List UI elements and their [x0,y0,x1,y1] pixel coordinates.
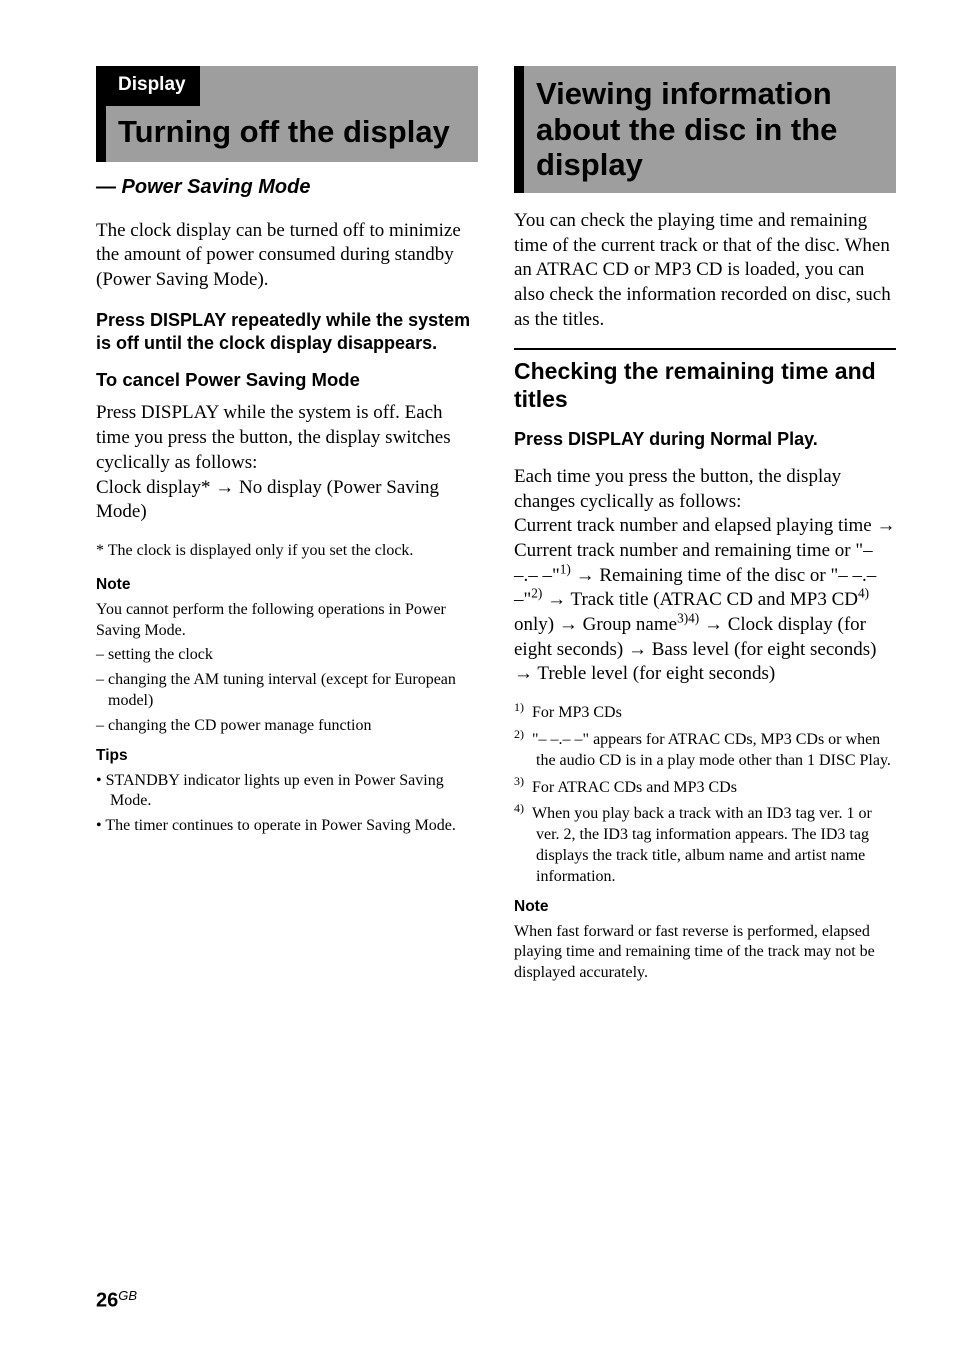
section-tab-row: Display [96,66,478,106]
note-item: – changing the CD power manage function [96,716,478,737]
left-step: Press DISPLAY repeatedly while the syste… [96,309,478,356]
section-tab: Display [96,66,200,106]
right-title-row: Viewing information about the disc in th… [514,66,896,193]
left-heading-block: Display Turning off the display [96,66,478,162]
footnote-text: For ATRAC CDs and MP3 CDs [532,779,737,796]
seq-text: Bass level (for eight seconds) [647,639,877,660]
arrow-icon: → [559,614,578,635]
seq-text: Treble level (for eight seconds) [533,663,775,684]
seq-text: Track title (ATRAC CD and MP3 CD [566,589,858,610]
tips-item: • The timer continues to operate in Powe… [96,816,478,837]
tips-heading: Tips [96,747,478,765]
arrow-icon: → [704,614,723,635]
left-title-row: Turning off the display [96,106,478,162]
note-list: – setting the clock – changing the AM tu… [96,645,478,736]
note-item: – changing the AM tuning interval (excep… [96,670,478,712]
sup-ref: 3)4) [677,611,699,626]
tips-list: • STANDBY indicator lights up even in Po… [96,771,478,837]
page-content: Display Turning off the display — Power … [0,0,954,988]
footnote-item: 2)"– –.– –" appears for ATRAC CDs, MP3 C… [514,730,896,772]
footnote-item: 3)For ATRAC CDs and MP3 CDs [514,778,896,799]
arrow-icon: → [547,589,566,610]
left-title: Turning off the display [118,110,468,152]
cancel-body-2: Clock display* → No display (Power Savin… [96,476,478,525]
arrow-icon: → [876,515,895,536]
cancel-heading: To cancel Power Saving Mode [96,369,478,391]
footnote-text: When you play back a track with an ID3 t… [532,805,872,884]
left-subtitle: — Power Saving Mode [96,176,478,199]
right-step: Press DISPLAY during Normal Play. [514,428,896,451]
sup-ref: 2) [531,586,542,601]
sup-ref: 4) [858,586,869,601]
left-intro: The clock display can be turned off to m… [96,219,478,293]
star-note: * The clock is displayed only if you set… [96,541,478,562]
note-item: – setting the clock [96,645,478,666]
right-body-intro: Each time you press the button, the disp… [514,465,896,514]
display-sequence: Current track number and elapsed playing… [514,514,896,687]
page-number-value: 26 [96,1289,118,1311]
note-heading-right: Note [514,898,896,916]
seq-text: Group name [578,614,677,635]
arrow-icon: → [514,663,533,684]
cancel-body-1: Press DISPLAY while the system is off. E… [96,401,478,475]
note-body-right: When fast forward or fast reverse is per… [514,922,896,984]
cancel-body-2a: Clock display* [96,477,215,498]
sup-ref: 1) [560,561,571,576]
footnote-list: 1)For MP3 CDs 2)"– –.– –" appears for AT… [514,703,896,887]
arrow-icon: → [576,565,595,586]
footnote-text: "– –.– –" appears for ATRAC CDs, MP3 CDs… [532,731,891,769]
arrow-icon: → [215,477,234,498]
arrow-icon: → [628,639,647,660]
note-body-left: You cannot perform the following operati… [96,600,478,642]
page-lang: GB [118,1288,137,1303]
footnote-item: 1)For MP3 CDs [514,703,896,724]
tips-item: • STANDBY indicator lights up even in Po… [96,771,478,813]
right-title: Viewing information about the disc in th… [536,76,886,183]
right-heading-block: Viewing information about the disc in th… [514,66,896,193]
section-heading: Checking the remaining time and titles [514,348,896,413]
left-column: Display Turning off the display — Power … [96,66,478,988]
page-number: 26GB [96,1288,137,1312]
note-heading-left: Note [96,576,478,594]
right-intro: You can check the playing time and remai… [514,209,896,332]
right-column: Viewing information about the disc in th… [514,66,896,988]
footnote-text: For MP3 CDs [532,704,622,721]
seq-text: only) [514,614,559,635]
footnote-item: 4)When you play back a track with an ID3… [514,804,896,887]
seq-text: Current track number and elapsed playing… [514,515,876,536]
